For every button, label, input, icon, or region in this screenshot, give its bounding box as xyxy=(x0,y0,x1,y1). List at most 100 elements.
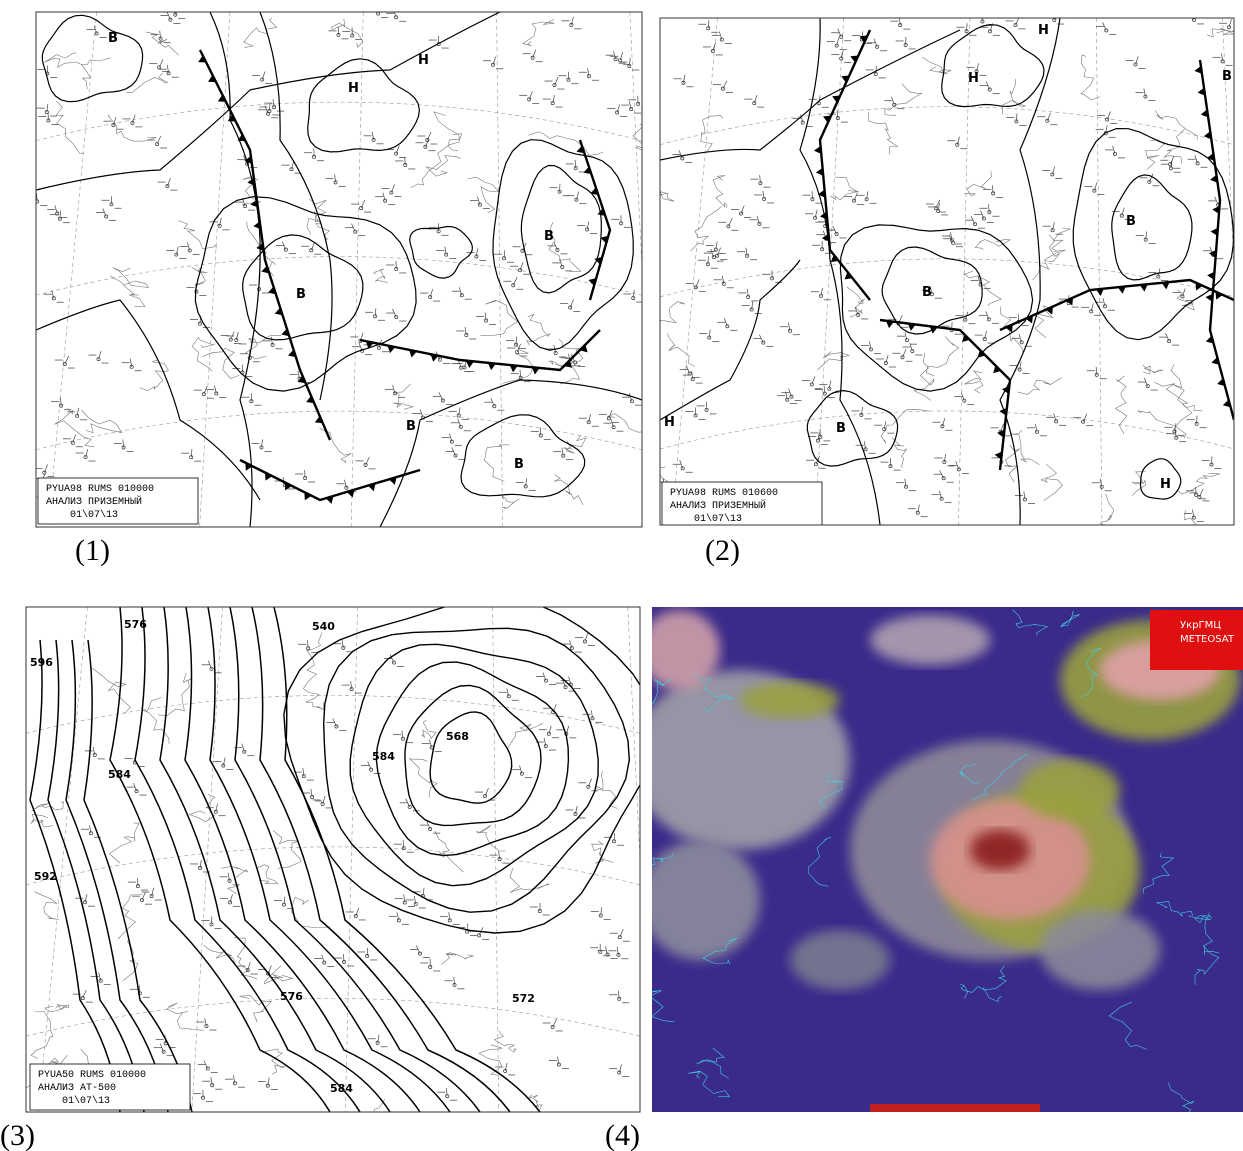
front xyxy=(359,329,601,372)
station xyxy=(389,190,394,195)
isobar xyxy=(404,684,542,827)
pressure-center: H xyxy=(1038,23,1049,38)
front-tri xyxy=(907,323,916,331)
wind-barb xyxy=(261,71,266,80)
isobar xyxy=(283,607,640,934)
wind-barb xyxy=(762,190,765,199)
station xyxy=(941,476,946,481)
station xyxy=(51,296,56,301)
wind-barb xyxy=(691,371,694,380)
front-tri xyxy=(823,115,832,123)
wind-barb xyxy=(415,945,421,954)
front-tri xyxy=(821,233,830,242)
station xyxy=(629,107,634,112)
cloud xyxy=(740,682,840,718)
front xyxy=(1198,59,1234,421)
station xyxy=(693,285,698,290)
wind-barb xyxy=(568,676,572,685)
station xyxy=(134,789,139,794)
stamp-box xyxy=(29,1063,191,1111)
front-tri xyxy=(859,35,868,43)
wind-barb xyxy=(304,469,306,479)
wind-barb xyxy=(1149,173,1154,182)
coastline xyxy=(912,352,935,401)
wind-barb xyxy=(891,96,895,105)
coastline xyxy=(1188,1111,1190,1112)
station xyxy=(168,17,173,22)
front-tri xyxy=(387,345,396,354)
coastline xyxy=(493,1030,517,1053)
wind-barb xyxy=(1051,166,1056,175)
wind-barb xyxy=(586,221,590,230)
wind-barb xyxy=(955,461,960,470)
pressure-center: B xyxy=(922,285,932,300)
station xyxy=(962,398,967,403)
wind-barb xyxy=(519,369,522,378)
front-tri xyxy=(594,256,603,265)
wind-barb xyxy=(404,156,406,165)
isobar xyxy=(881,246,983,335)
wind-barb xyxy=(310,788,313,798)
coastline xyxy=(819,773,843,810)
coastline xyxy=(202,347,240,379)
wind-barb xyxy=(756,215,760,224)
front-tri xyxy=(256,243,264,252)
station xyxy=(574,197,579,202)
station xyxy=(940,424,945,429)
map-bg xyxy=(36,12,642,527)
cloud xyxy=(652,840,760,960)
front-tri xyxy=(1005,324,1013,333)
front-tri xyxy=(274,307,283,316)
wind-barb xyxy=(1169,156,1175,165)
wind-barb xyxy=(818,95,821,104)
stamp-text: PYUA98 RUMS 010000 xyxy=(46,484,154,495)
cloud xyxy=(1040,910,1160,990)
wind-barb xyxy=(542,672,547,681)
coastline xyxy=(272,830,302,869)
wind-barb xyxy=(753,94,758,104)
wind-barb xyxy=(557,1056,560,1065)
isobar xyxy=(65,639,169,1112)
pressure-center: H xyxy=(664,415,675,430)
coastline xyxy=(702,937,738,965)
station xyxy=(1227,25,1231,30)
map-border xyxy=(35,11,643,528)
wind-barb xyxy=(451,447,456,456)
wind-barb xyxy=(575,805,578,815)
wind-barb xyxy=(1106,111,1111,120)
station xyxy=(1105,117,1110,122)
coastline xyxy=(92,667,131,715)
wind-barb xyxy=(392,308,397,318)
wind-barb xyxy=(332,718,337,727)
coastline xyxy=(1017,377,1062,395)
wind-barb xyxy=(712,42,716,52)
front-tri xyxy=(1210,174,1218,183)
station xyxy=(951,240,955,245)
isobar xyxy=(273,607,541,1112)
coastline xyxy=(1080,647,1102,698)
station xyxy=(98,978,103,983)
wind-barb xyxy=(869,341,872,350)
front-tri xyxy=(997,429,1005,438)
station xyxy=(839,56,844,61)
coastline xyxy=(971,752,1029,801)
wind-barb xyxy=(445,1088,448,1097)
wind-barb xyxy=(1052,222,1055,231)
coastline xyxy=(688,1070,731,1098)
coastline xyxy=(528,131,604,156)
front-tri xyxy=(1194,65,1202,74)
wind-barb xyxy=(516,343,521,353)
wind-barb xyxy=(484,312,487,321)
wind-barb xyxy=(1174,429,1177,438)
station xyxy=(94,31,99,36)
front-tri xyxy=(237,134,246,142)
coastline xyxy=(34,891,59,920)
front-tri xyxy=(1001,385,1010,394)
coastline xyxy=(145,31,179,56)
wind-barb xyxy=(576,191,580,200)
isobar xyxy=(229,607,481,1112)
coastline xyxy=(963,270,1002,307)
parallel xyxy=(26,695,640,734)
meridian xyxy=(37,607,88,1112)
station xyxy=(519,771,524,776)
